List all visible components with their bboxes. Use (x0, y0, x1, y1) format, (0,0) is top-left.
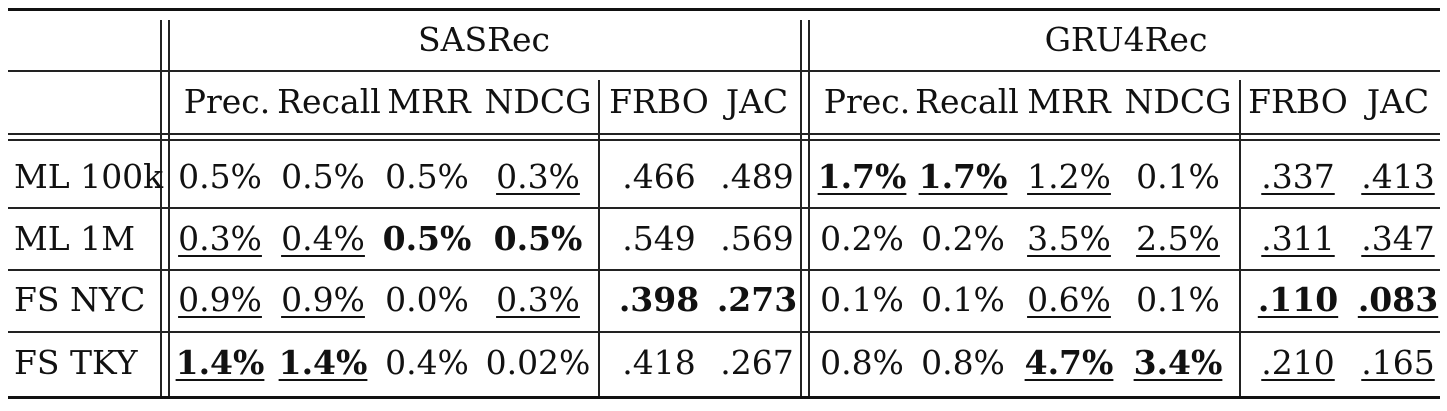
table-cell: 1.4% (278, 343, 368, 382)
metric-header: Prec. (183, 82, 271, 121)
table-cell: .569 (720, 219, 794, 258)
table-cell: .267 (720, 343, 794, 382)
table-cell: 0.8% (921, 343, 1005, 382)
group-divider-1 (800, 20, 802, 396)
table-cell: .489 (720, 157, 794, 196)
metric-header-rule-b (8, 139, 1440, 141)
table-cell: 0.5% (178, 157, 262, 196)
table-cell: 0.5% (382, 219, 472, 258)
table-cell: 0.9% (281, 280, 365, 319)
table-cell: 1.7% (817, 157, 907, 196)
table-cell: .110 (1257, 280, 1339, 319)
metric-header: Recall (277, 82, 381, 121)
metric-header: JAC (1366, 82, 1430, 121)
table-cell: 0.2% (921, 219, 1005, 258)
top-rule (8, 8, 1440, 11)
row-label-ml-100k: ML 100k (14, 157, 164, 196)
table-cell: 0.3% (496, 280, 580, 319)
table-cell: 0.8% (820, 343, 904, 382)
table-cell: 3.4% (1133, 343, 1223, 382)
metric-header: MRR (387, 82, 471, 121)
table-cell: .413 (1361, 157, 1435, 196)
table-cell: 1.7% (918, 157, 1008, 196)
label-divider-1 (160, 20, 162, 396)
metric-header-rule-a (8, 133, 1440, 135)
table-cell: 4.7% (1024, 343, 1114, 382)
table-cell: 0.1% (1136, 280, 1220, 319)
table-cell: .549 (622, 219, 696, 258)
table-cell: 0.2% (820, 219, 904, 258)
table-cell: 0.5% (281, 157, 365, 196)
metric-header: NDCG (484, 82, 592, 121)
table-cell: 1.2% (1027, 157, 1111, 196)
metric-header: Prec. (823, 82, 911, 121)
table-cell: 0.1% (1136, 157, 1220, 196)
table-cell: 0.4% (385, 343, 469, 382)
table-cell: 0.9% (178, 280, 262, 319)
group-header-sasrec: SASRec (418, 20, 550, 59)
metric-header: MRR (1027, 82, 1111, 121)
table-cell: .466 (622, 157, 696, 196)
table-cell: .418 (622, 343, 696, 382)
table-cell: .210 (1261, 343, 1335, 382)
row-rule-3 (8, 331, 1440, 333)
group-divider-2 (808, 20, 810, 396)
row-rule-1 (8, 207, 1440, 209)
metric-header: FRBO (1248, 82, 1348, 121)
table-cell: .273 (716, 280, 798, 319)
bottom-rule (8, 396, 1440, 399)
table-cell: 0.3% (496, 157, 580, 196)
sasrec-frbo-divider (598, 80, 600, 396)
table-cell: 0.5% (385, 157, 469, 196)
table-cell: 0.1% (921, 280, 1005, 319)
table-cell: 0.5% (493, 219, 583, 258)
table-cell: 0.02% (485, 343, 591, 382)
metric-header: NDCG (1124, 82, 1232, 121)
metric-header: FRBO (609, 82, 709, 121)
table-cell: .311 (1261, 219, 1335, 258)
table-cell: 0.1% (820, 280, 904, 319)
label-divider-2 (168, 20, 170, 396)
group-header-rule (8, 70, 1440, 72)
table-cell: .337 (1261, 157, 1335, 196)
group-header-gru4rec: GRU4Rec (1044, 20, 1208, 59)
table-cell: 1.4% (175, 343, 265, 382)
table-cell: 2.5% (1136, 219, 1220, 258)
table-cell: .083 (1357, 280, 1439, 319)
row-label-fs-tky: FS TKY (14, 343, 138, 382)
table-cell: 0.3% (178, 219, 262, 258)
table-cell: 0.0% (385, 280, 469, 319)
table-cell: .398 (618, 280, 700, 319)
metric-header: JAC (725, 82, 789, 121)
table-cell: 0.6% (1027, 280, 1111, 319)
table-cell: .165 (1361, 343, 1435, 382)
metric-header: Recall (915, 82, 1019, 121)
gru4rec-frbo-divider (1239, 80, 1241, 396)
table-cell: .347 (1361, 219, 1435, 258)
row-rule-2 (8, 269, 1440, 271)
table-cell: 0.4% (281, 219, 365, 258)
table-cell: 3.5% (1027, 219, 1111, 258)
row-label-ml-1m: ML 1M (14, 219, 135, 258)
row-label-fs-nyc: FS NYC (14, 280, 146, 319)
